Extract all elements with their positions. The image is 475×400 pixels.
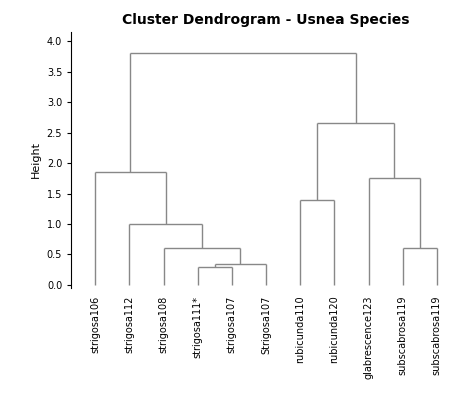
Title: Cluster Dendrogram - Usnea Species: Cluster Dendrogram - Usnea Species: [122, 13, 410, 27]
Y-axis label: Height: Height: [31, 142, 41, 178]
